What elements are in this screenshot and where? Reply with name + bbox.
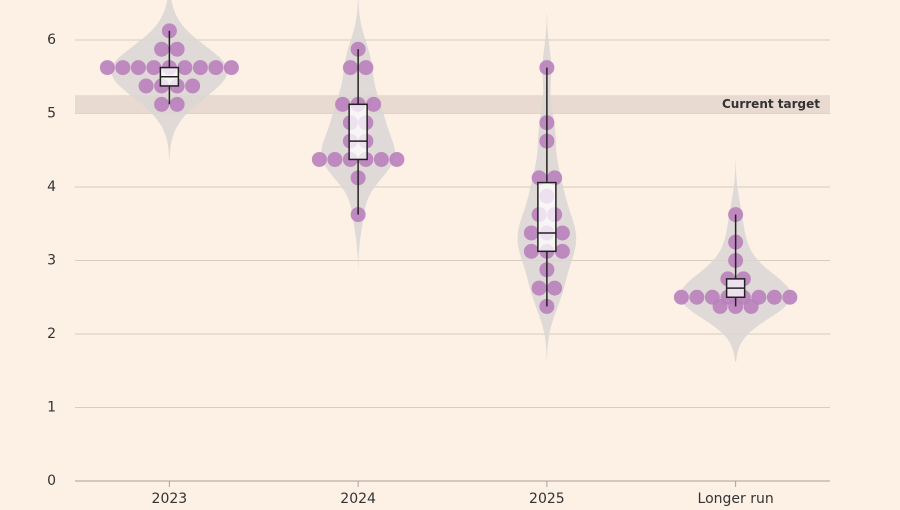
x-tick-label: 2024 [340,491,376,507]
dot [366,96,382,112]
dot [782,289,798,305]
y-tick-label: 5 [47,106,56,122]
dot [547,280,563,296]
box [537,181,557,253]
y-tick-label: 2 [47,326,56,342]
dot [130,60,146,76]
dot [177,60,193,76]
y-tick-label: 4 [47,179,56,195]
dot [389,151,405,167]
dot [146,60,162,76]
dot [169,96,185,112]
y-tick-label: 1 [47,400,56,416]
dot [712,298,728,314]
dot [554,225,570,241]
dot [311,151,327,167]
dot [138,78,154,94]
y-tick-label: 0 [47,473,56,489]
dot [342,60,358,76]
target-band [75,95,830,114]
dot [327,151,343,167]
dot [115,60,131,76]
y-tick-label: 6 [47,32,56,48]
dot [766,289,782,305]
dot [373,151,389,167]
x-tick-label: Longer run [698,491,774,507]
dot [358,60,374,76]
dot [523,243,539,259]
dot [223,60,239,76]
dot [547,170,563,186]
x-tick-label: 2025 [529,491,565,507]
annotation: Current target [722,97,820,111]
dot [554,243,570,259]
dot [169,41,185,57]
dot [523,225,539,241]
dot [154,41,170,57]
box [348,103,368,161]
dot [689,289,705,305]
dot [185,78,201,94]
dot [335,96,351,112]
dot [743,298,759,314]
dot [531,170,547,186]
dot [531,280,547,296]
dot [99,60,115,76]
dot [154,96,170,112]
y-tick-label: 3 [47,253,56,269]
dot [673,289,689,305]
dot [192,60,208,76]
dot [208,60,224,76]
x-tick-label: 2023 [152,491,188,507]
